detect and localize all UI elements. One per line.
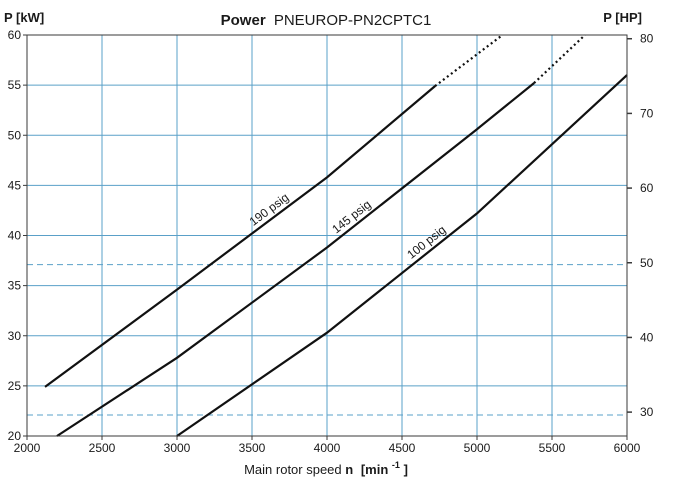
chart-title-rest: PNEUROP-PN2CPTC1: [274, 12, 432, 29]
y-right-tick-label: 40: [640, 330, 654, 344]
curve-solid: [44, 85, 436, 388]
x-tick-label: 2000: [14, 441, 41, 455]
y-right-tick-label: 70: [640, 106, 654, 120]
y-left-tick-label: 25: [8, 379, 22, 393]
x-axis-title-unit-exp: -1: [392, 460, 400, 470]
y-right-tick-label: 50: [640, 256, 654, 270]
left-axis-title: P [kW]: [4, 10, 44, 25]
x-tick-label: 2500: [89, 441, 116, 455]
x-axis-title-unit-open: [min: [361, 462, 389, 477]
y-left-tick-label: 20: [8, 429, 22, 443]
x-axis-title-var: n: [345, 462, 353, 477]
x-tick-label: 3500: [239, 441, 266, 455]
y-left-tick-label: 45: [8, 178, 22, 192]
chart-title-bold: Power: [221, 12, 266, 29]
y-right-tick-label: 80: [640, 32, 654, 46]
reference-lines: [27, 264, 627, 416]
grid: [27, 35, 627, 436]
curve-dotted: [434, 34, 504, 87]
y-right-tick-label: 30: [640, 405, 654, 419]
x-tick-label: 5500: [539, 441, 566, 455]
y-left-tick-label: 50: [8, 128, 22, 142]
y-left-tick-label: 30: [8, 329, 22, 343]
x-axis-title-prefix: Main rotor speed: [244, 462, 345, 477]
right-axis-title: P [HP]: [603, 10, 642, 25]
x-tick-label: 4000: [314, 441, 341, 455]
x-axis-title-unit-close: ]: [404, 462, 408, 477]
y-right-tick-label: 60: [640, 181, 654, 195]
y-left-tick-label: 60: [8, 28, 22, 42]
curve-solid: [176, 74, 628, 437]
y-left-tick-label: 35: [8, 279, 22, 293]
x-axis-title: Main rotor speed n [min -1 ]: [244, 456, 408, 477]
chart-title: Power PNEUROP-PN2CPTC1: [221, 12, 432, 29]
tick-labels: 2000 2500 3000 3500 4000 4500 5000 5500 6000 20 25…: [8, 28, 654, 455]
ticks: [23, 34, 632, 440]
x-tick-label: 3000: [164, 441, 191, 455]
y-left-tick-label: 55: [8, 78, 22, 92]
x-tick-label: 5000: [464, 441, 491, 455]
x-tick-label: 6000: [614, 441, 641, 455]
x-tick-label: 4500: [389, 441, 416, 455]
y-left-tick-label: 40: [8, 229, 22, 243]
curve-solid: [56, 82, 535, 437]
curve-dotted: [533, 34, 586, 84]
